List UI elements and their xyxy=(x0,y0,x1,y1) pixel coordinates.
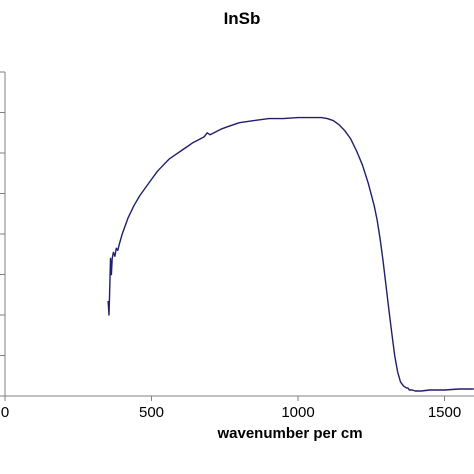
series-line xyxy=(107,116,474,392)
x-tick-label: 1500 xyxy=(428,404,461,421)
y-ticks xyxy=(0,71,5,397)
chart-title: InSb xyxy=(224,9,261,28)
x-tick-label: 1000 xyxy=(281,404,314,421)
x-axis-label: wavenumber per cm xyxy=(216,425,362,442)
x-tick-label: 0 xyxy=(1,404,9,421)
x-tick-label: 500 xyxy=(139,404,164,421)
x-ticks: 0 500 1000 1500 xyxy=(1,396,461,421)
